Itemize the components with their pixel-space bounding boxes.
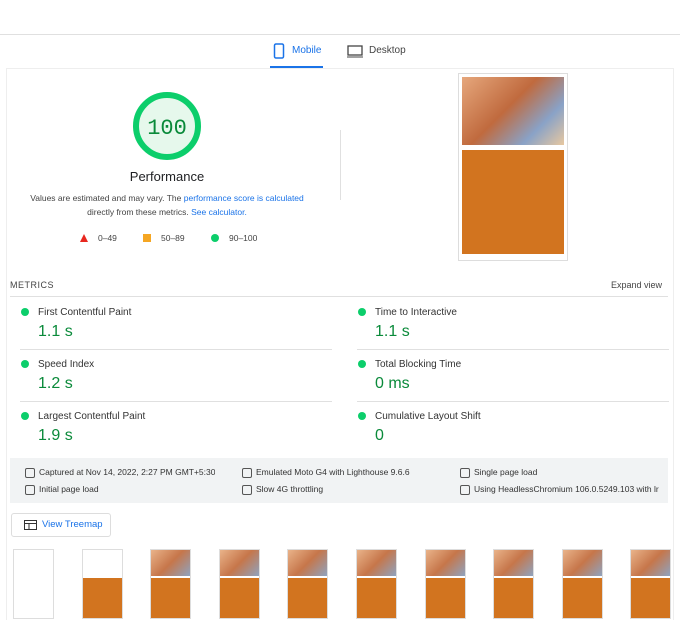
page-screenshot <box>458 73 568 261</box>
treemap-icon <box>24 520 37 530</box>
legend-label: 50–89 <box>161 233 185 243</box>
info-text[interactable]: Slow 4G throttling <box>256 484 324 494</box>
frame-banner <box>357 550 396 576</box>
frame-card <box>151 578 191 618</box>
metric-name: Speed Index <box>38 359 95 370</box>
info-icon <box>460 485 470 495</box>
frame-card <box>357 578 396 618</box>
metric-status <box>21 412 29 420</box>
frame-card <box>425 578 465 618</box>
note-line: directly from these metrics. See calcula… <box>17 207 317 217</box>
metric-name: Time to Interactive <box>375 307 457 318</box>
info-icon <box>242 485 252 495</box>
tab-underline <box>270 66 323 68</box>
metric-value: 1.1 s <box>38 323 73 340</box>
divider <box>357 349 669 350</box>
metric-name: Cumulative Layout Shift <box>375 411 481 422</box>
treemap-label[interactable]: View Treemap <box>42 519 103 530</box>
tab-desktop[interactable]: Desktop <box>369 45 406 56</box>
score-label: Performance <box>129 169 205 184</box>
frame-banner <box>631 550 671 576</box>
legend-label: 0–49 <box>98 233 117 243</box>
frame-banner <box>425 550 465 576</box>
metric-status <box>21 360 29 368</box>
frame-card <box>562 578 602 618</box>
filmstrip-frame <box>630 549 672 619</box>
metric-status <box>358 412 366 420</box>
filmstrip-frame <box>13 549 54 619</box>
note-text: Values are estimated and may vary. The <box>30 193 184 203</box>
note-link[interactable]: performance score is calculated <box>183 193 304 203</box>
tab-mobile[interactable]: Mobile <box>292 45 322 56</box>
border <box>673 68 674 620</box>
note-link[interactable]: See calculator. <box>191 207 247 217</box>
frame-banner <box>288 550 328 576</box>
filmstrip-frame <box>493 549 535 619</box>
frame-card <box>219 578 259 618</box>
info-text: Captured at Nov 14, 2022, 2:27 PM GMT+5:… <box>39 467 216 477</box>
metric-value: 1.1 s <box>375 323 410 340</box>
legend-fail-icon <box>80 234 88 242</box>
frame-card <box>494 578 534 618</box>
desktop-icon <box>347 45 363 58</box>
info-text[interactable]: Emulated Moto G4 with Lighthouse 9.6.6 <box>256 467 410 477</box>
metric-value: 0 ms <box>375 375 410 392</box>
frame-card <box>82 578 122 618</box>
frame-banner <box>219 550 259 576</box>
divider <box>20 401 332 402</box>
frame-banner <box>562 550 602 576</box>
divider <box>0 34 680 35</box>
note-text: directly from these metrics. <box>87 207 192 217</box>
filmstrip-frame <box>561 549 603 619</box>
divider <box>340 130 341 200</box>
note-line: Values are estimated and may vary. The p… <box>17 193 317 203</box>
frame-banner <box>494 550 534 576</box>
info-icon <box>25 468 35 478</box>
filmstrip-frame <box>81 549 123 619</box>
divider <box>6 68 674 69</box>
divider <box>20 349 332 350</box>
filmstrip-frame <box>150 549 192 619</box>
metric-name: Total Blocking Time <box>375 359 462 370</box>
legend-pass-icon <box>211 234 219 242</box>
screenshot-card <box>462 150 564 254</box>
metric-name: First Contentful Paint <box>38 307 132 318</box>
info-box <box>10 458 668 503</box>
metric-status <box>21 308 29 316</box>
divider <box>10 296 668 297</box>
frame-banner <box>151 550 191 576</box>
info-text: Initial page load <box>39 484 99 494</box>
expand-view[interactable]: Expand view <box>610 280 662 290</box>
info-text[interactable]: Using HeadlessChromium 106.0.5249.103 wi… <box>474 484 659 494</box>
score-gauge: 100 <box>133 92 201 160</box>
screenshot-banner <box>462 77 564 145</box>
border <box>6 68 7 620</box>
frame-card <box>631 578 671 618</box>
info-icon <box>460 468 470 478</box>
info-icon <box>25 485 35 495</box>
filmstrip-frame <box>424 549 466 619</box>
metric-value: 0 <box>375 427 384 444</box>
metric-status <box>358 308 366 316</box>
metric-name: Largest Contentful Paint <box>38 411 146 422</box>
legend-average-icon <box>143 234 151 242</box>
divider <box>357 401 669 402</box>
frame-card <box>288 578 328 618</box>
score-value: 100 <box>147 116 187 141</box>
filmstrip-frame <box>287 549 329 619</box>
metric-status <box>358 360 366 368</box>
metric-value: 1.9 s <box>38 427 73 444</box>
metric-value: 1.2 s <box>38 375 73 392</box>
mobile-icon <box>273 43 285 59</box>
treemap-button[interactable]: View Treemap <box>11 513 111 537</box>
score-arc <box>133 92 201 160</box>
legend-label: 90–100 <box>229 233 258 243</box>
info-icon <box>242 468 252 478</box>
filmstrip-frame <box>356 549 397 619</box>
info-text[interactable]: Single page load <box>474 467 538 477</box>
metrics-title: METRICS <box>10 280 54 290</box>
filmstrip-frame <box>218 549 260 619</box>
